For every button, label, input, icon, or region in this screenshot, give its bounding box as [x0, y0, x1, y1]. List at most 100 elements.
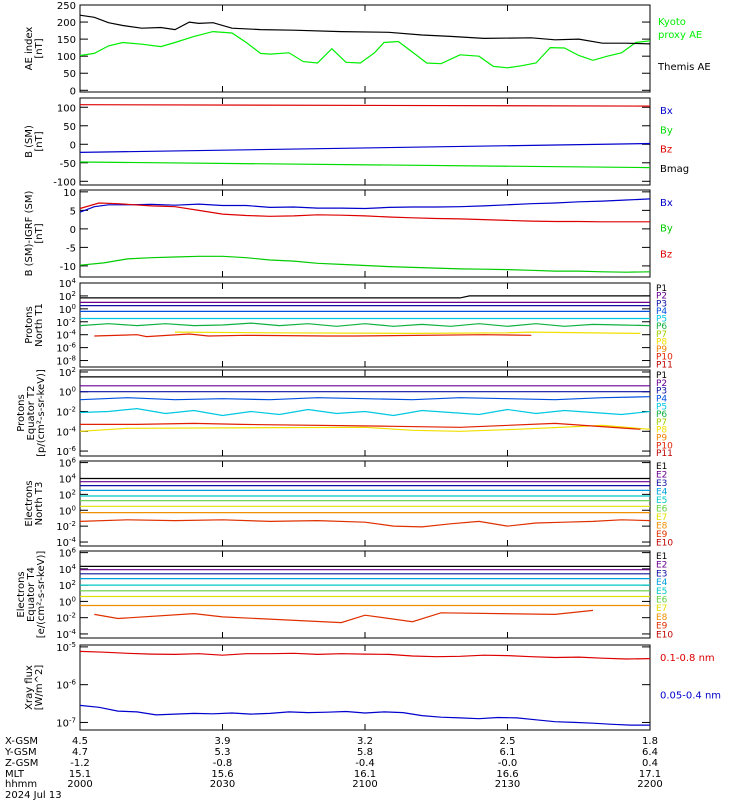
ephemeris-value: 17.1 [639, 769, 661, 780]
y-axis-label-line: B (SM) [24, 125, 35, 158]
y-tick-label: 0 [70, 140, 76, 151]
y-axis-label-line: [nT] [34, 223, 45, 243]
legend-entry: E1 [656, 552, 667, 562]
ephemeris-value: 2200 [637, 779, 662, 790]
y-tick-label: 10-4 [56, 536, 76, 549]
y-tick-label: 200 [57, 18, 76, 29]
legend-entry: P6 [656, 410, 667, 420]
legend-entry: E9 [656, 622, 668, 632]
y-tick-label: 10-2 [56, 406, 76, 419]
y-tick-label: 50 [63, 69, 76, 80]
y-tick-label: 10 [63, 188, 76, 199]
legend-entry: P4 [656, 394, 667, 404]
legend-entry: P5 [656, 402, 667, 412]
y-tick-label: 100 [57, 52, 76, 63]
y-tick-label: 0 [70, 86, 76, 97]
ephemeris-row-label: hhmm [5, 779, 37, 790]
legend-entry: P3 [656, 387, 667, 397]
series-line-bx [79, 142, 651, 153]
y-tick-label: -100 [53, 177, 76, 188]
legend-entry: E4 [656, 578, 668, 588]
ephemeris-value: 4.5 [72, 736, 88, 747]
legend-entry: Bz [660, 145, 672, 156]
series-line-by [79, 161, 651, 169]
y-tick-label: 100 [59, 303, 76, 316]
y-tick-label: 5 [70, 206, 76, 217]
legend-entry: P7 [656, 418, 667, 428]
panel-1: 250 200 150 100 50 0 AE index [nT] Kyoto proxy AE… [24, 1, 711, 97]
legend-entry: E4 [656, 488, 668, 498]
legend-entry: 0.05-0.4 nm [660, 691, 721, 702]
ephemeris-value: 3.9 [215, 736, 231, 747]
y-axis-label-line: Equator T4 [26, 567, 37, 622]
y-axis-label-line: Protons [16, 394, 27, 431]
ephemeris-value: 2030 [210, 779, 235, 790]
legend-entry: P5 [656, 315, 667, 325]
y-tick-label: -10 [60, 262, 76, 273]
series-line-p4 [79, 396, 651, 401]
y-axis-label: Protons Equator T2 [p/(cm²-s-sr-keV)] [16, 369, 47, 457]
ephemeris-value: 2000 [67, 779, 92, 790]
y-axis-label-line: [W/m^2] [34, 665, 45, 711]
panel-8: 10-5 10-6 10-7 Xray flux [W/m^2] 0.1-0.8 nm 0.… [24, 641, 721, 731]
y-tick-label: 100 [59, 504, 76, 517]
ephemeris-row-label: Y-GSM [4, 747, 37, 758]
legend-entry: By [660, 125, 673, 136]
y-axis-label-line: Protons [24, 306, 35, 343]
y-axis-label-line: Electrons [24, 480, 35, 526]
y-tick-label: 10-7 [56, 716, 76, 729]
legend-entry: E1 [656, 462, 667, 472]
legend-entry: P1 [656, 284, 667, 294]
y-axis-label-line: B (SM)-IGRF (SM) [24, 191, 35, 277]
legend-entry: P11 [656, 449, 673, 459]
legend-entry: Bx [660, 106, 673, 117]
y-axis-label-line: North T3 [34, 482, 45, 526]
series-line-bx [79, 198, 651, 213]
legend-entry: E2 [656, 471, 667, 481]
legend-entry: P10 [656, 441, 673, 451]
y-axis-label: Electrons Equator T4 [e/(cm²-s-sr-keV)] [16, 551, 47, 639]
legend-entry: P7 [656, 330, 667, 340]
legend-entry: Bz [660, 249, 672, 260]
legend-entry: E6 [656, 596, 668, 606]
series-line-p8 [174, 331, 641, 335]
panel-frame [79, 460, 651, 547]
ephemeris-value: 6.4 [642, 747, 658, 758]
legend-entry: E10 [656, 539, 673, 549]
ephemeris-value: -0.8 [213, 758, 233, 769]
ephemeris-value: 2100 [352, 779, 377, 790]
y-tick-label: 102 [59, 366, 76, 379]
legend-entry: P6 [656, 322, 667, 332]
y-tick-label: 10-6 [56, 679, 76, 692]
y-tick-label: 10-5 [56, 641, 76, 654]
y-tick-label: 250 [57, 1, 76, 12]
y-axis-label-line: Electrons [16, 571, 27, 617]
y-axis-label-line: Equator T2 [26, 386, 37, 441]
legend-entry: E10 [656, 630, 673, 640]
series-line-kyoto-proxy-ae [79, 30, 651, 69]
series-line-p10 [94, 333, 532, 338]
legend-entry: Bx [660, 198, 673, 209]
legend-entry: P8 [656, 337, 667, 347]
ephemeris-value: 15.6 [211, 769, 233, 780]
ephemeris-value: 15.1 [69, 769, 91, 780]
y-tick-label: 10-2 [56, 520, 76, 533]
y-axis-label-line: Xray flux [24, 665, 35, 710]
panel-frame [79, 97, 651, 186]
series-line-themis-ae [79, 14, 651, 45]
y-tick-label: 100 [59, 595, 76, 608]
legend-entry: E5 [656, 587, 667, 597]
legend-entry: E9 [656, 530, 668, 540]
y-axis-label-line: [e/(cm²-s-sr-keV)] [36, 551, 47, 639]
y-tick-label: 104 [59, 472, 77, 485]
panel-2: 100 50 0 -50 -100 B (SM) [nT] Bx By Bz Bmag [24, 97, 689, 188]
ephemeris-value: 3.2 [357, 736, 373, 747]
legend-entry: P9 [656, 434, 667, 444]
legend-entry: E3 [656, 479, 667, 489]
panel-7: 106 104 102 100 10-2 10-4 Electrons Equator T4[… [16, 547, 673, 641]
y-axis-label-line: [nT] [34, 38, 45, 58]
series-line-e9 [79, 519, 651, 528]
